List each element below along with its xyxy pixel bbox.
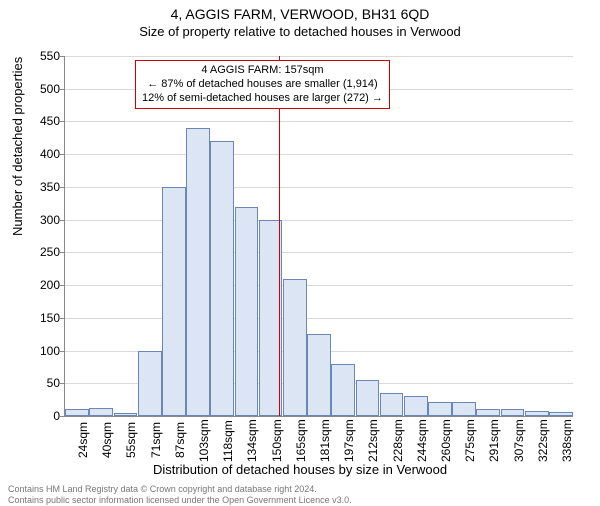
grid-line (65, 252, 573, 253)
info-box-line1: 4 AGGIS FARM: 157sqm (142, 64, 383, 78)
y-tick-mark (60, 154, 64, 155)
histogram-bar (452, 402, 476, 416)
histogram-bar (525, 411, 549, 416)
y-tick-mark (60, 252, 64, 253)
footer-line1: Contains HM Land Registry data © Crown c… (8, 484, 352, 494)
grid-line (65, 56, 573, 57)
info-box-line3: 12% of semi-detached houses are larger (… (142, 92, 383, 106)
y-tick-label: 400 (30, 147, 60, 161)
histogram-bar (114, 413, 138, 416)
y-tick-mark (60, 416, 64, 417)
y-tick-mark (60, 56, 64, 57)
histogram-bar (138, 351, 162, 416)
y-tick-mark (60, 89, 64, 90)
grid-line (65, 220, 573, 221)
reference-line (279, 56, 280, 416)
y-tick-label: 450 (30, 114, 60, 128)
y-tick-mark (60, 121, 64, 122)
x-tick-label: 244sqm (415, 422, 429, 462)
info-box: 4 AGGIS FARM: 157sqm ← 87% of detached h… (135, 60, 390, 109)
x-tick-label: 322sqm (536, 422, 550, 462)
footer-attribution: Contains HM Land Registry data © Crown c… (8, 484, 352, 505)
y-tick-label: 150 (30, 311, 60, 325)
histogram-bar (307, 334, 331, 416)
y-tick-mark (60, 220, 64, 221)
x-tick-label: 118sqm (221, 422, 235, 462)
y-tick-mark (60, 318, 64, 319)
x-tick-label: 338sqm (560, 422, 574, 462)
y-tick-label: 500 (30, 82, 60, 96)
x-tick-label: 71sqm (149, 422, 163, 462)
histogram-bar (186, 128, 210, 416)
y-tick-label: 0 (30, 409, 60, 423)
y-tick-label: 50 (30, 376, 60, 390)
grid-line (65, 154, 573, 155)
x-tick-label: 103sqm (197, 422, 211, 462)
x-axis-label: Distribution of detached houses by size … (0, 462, 600, 477)
histogram-bar (404, 396, 428, 416)
x-tick-label: 260sqm (439, 422, 453, 462)
x-tick-label: 55sqm (124, 422, 138, 462)
y-tick-label: 200 (30, 278, 60, 292)
info-box-line2: ← 87% of detached houses are smaller (1,… (142, 78, 383, 92)
title-sub: Size of property relative to detached ho… (0, 24, 600, 39)
histogram-bar (476, 409, 500, 416)
y-tick-label: 350 (30, 180, 60, 194)
y-tick-label: 300 (30, 213, 60, 227)
histogram-bar (235, 207, 259, 416)
x-tick-label: 24sqm (76, 422, 90, 462)
histogram-bar (428, 402, 452, 416)
y-tick-label: 250 (30, 245, 60, 259)
x-tick-label: 307sqm (512, 422, 526, 462)
y-tick-label: 100 (30, 344, 60, 358)
y-tick-label: 550 (30, 49, 60, 63)
x-tick-label: 197sqm (342, 422, 356, 462)
grid-line (65, 187, 573, 188)
x-tick-label: 181sqm (318, 422, 332, 462)
x-tick-label: 291sqm (487, 422, 501, 462)
histogram-bar (549, 412, 573, 416)
title-main: 4, AGGIS FARM, VERWOOD, BH31 6QD (0, 6, 600, 22)
x-tick-label: 40sqm (100, 422, 114, 462)
y-tick-mark (60, 285, 64, 286)
y-tick-mark (60, 383, 64, 384)
histogram-bar (380, 393, 404, 416)
x-tick-label: 212sqm (366, 422, 380, 462)
x-tick-label: 275sqm (463, 422, 477, 462)
grid-line (65, 285, 573, 286)
grid-line (65, 318, 573, 319)
x-tick-label: 134sqm (245, 422, 259, 462)
chart-area: 4 AGGIS FARM: 157sqm ← 87% of detached h… (64, 56, 573, 417)
histogram-bar (501, 409, 525, 416)
histogram-bar (210, 141, 234, 416)
histogram-bar (356, 380, 380, 416)
x-tick-label: 150sqm (270, 422, 284, 462)
y-axis-label: Number of detached properties (10, 57, 25, 236)
x-tick-label: 87sqm (173, 422, 187, 462)
y-tick-mark (60, 187, 64, 188)
histogram-bar (89, 408, 113, 416)
grid-line (65, 121, 573, 122)
x-tick-label: 165sqm (294, 422, 308, 462)
histogram-bar (331, 364, 355, 416)
x-tick-label: 228sqm (391, 422, 405, 462)
histogram-bar (65, 409, 89, 416)
histogram-bar (162, 187, 186, 416)
histogram-bar (283, 279, 307, 416)
y-tick-mark (60, 351, 64, 352)
